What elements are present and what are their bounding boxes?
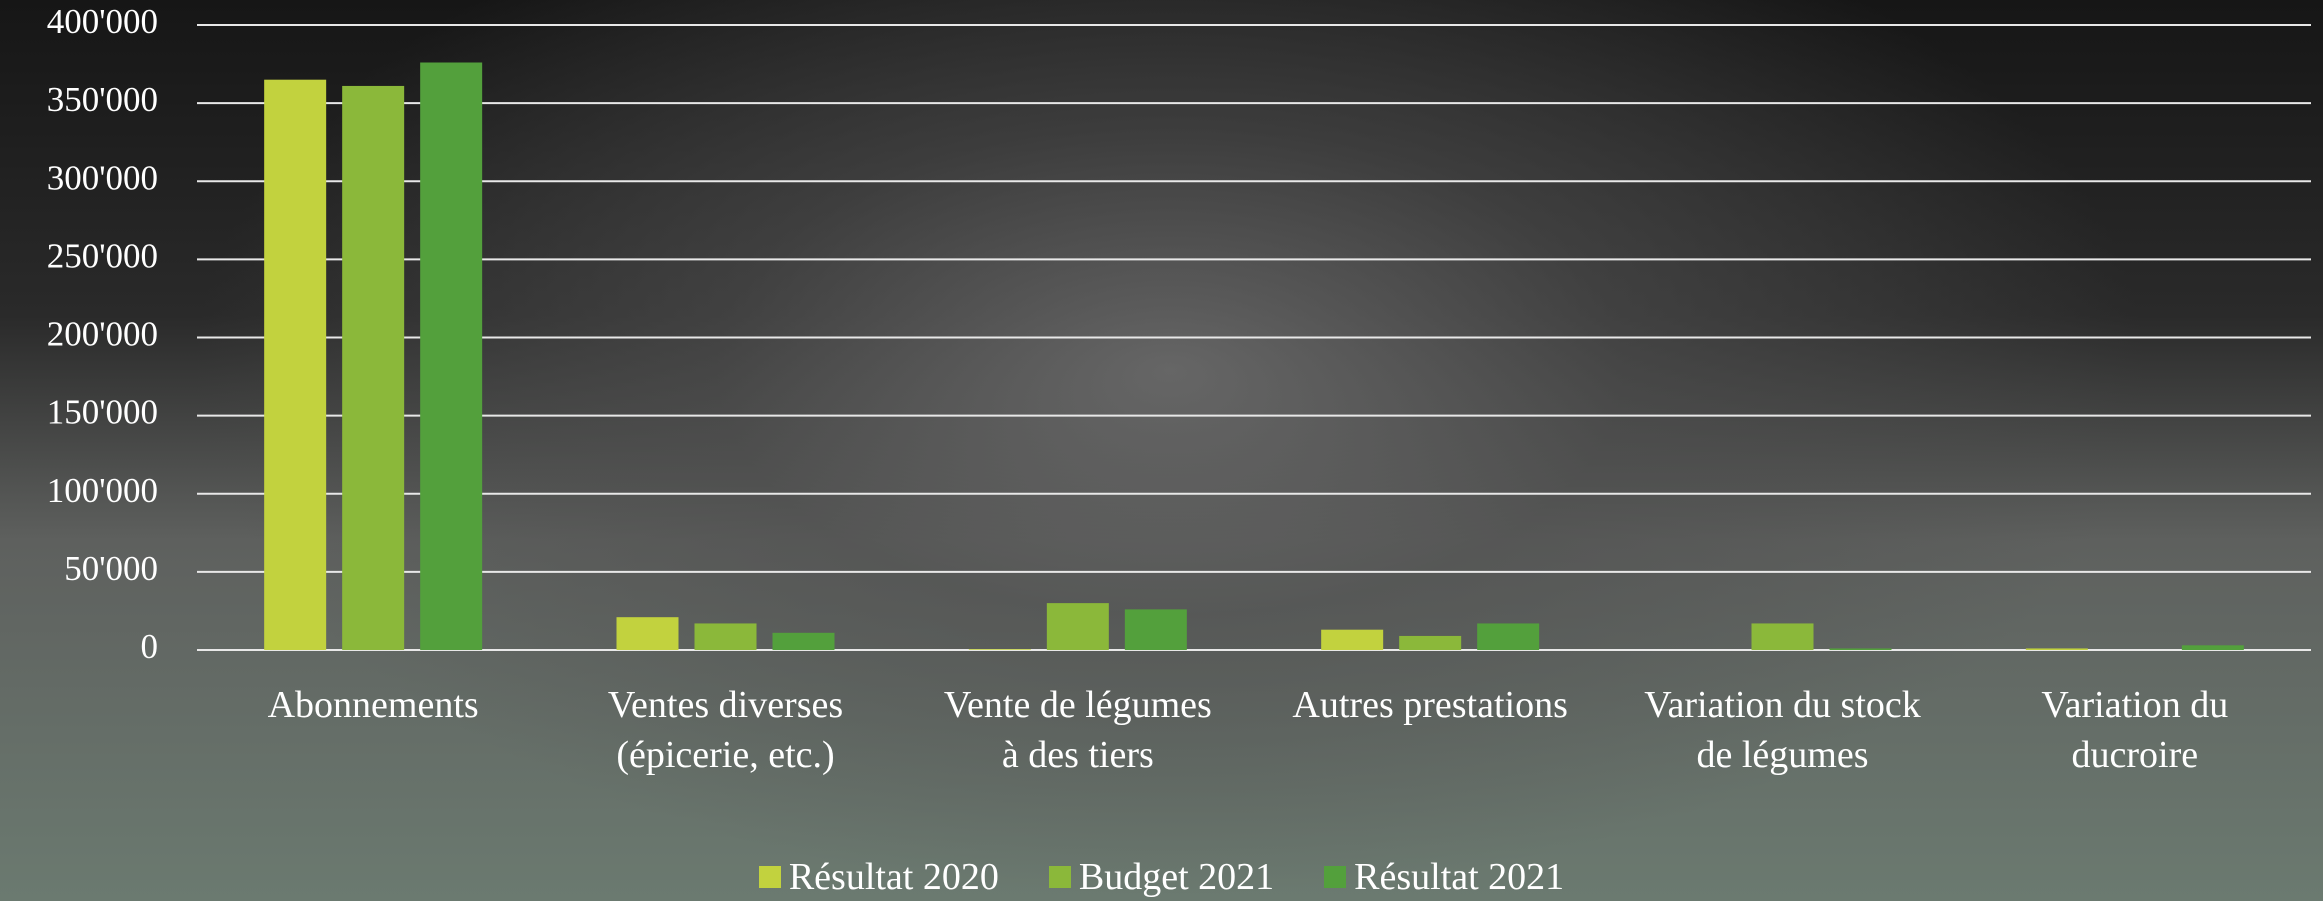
- x-tick-label: Ventes diverses (épicerie, etc.): [607, 684, 844, 776]
- legend-swatch: [758, 866, 781, 888]
- legend-item: Résultat 2020: [758, 855, 999, 899]
- bar: [1477, 623, 1540, 650]
- legend-item: Budget 2021: [1048, 855, 1275, 899]
- legend-label: Budget 2021: [1078, 856, 1275, 898]
- y-tick-label: 300'000: [47, 158, 158, 197]
- bar: [1321, 629, 1384, 650]
- x-tick-label: Variation du stock de légumes: [1644, 684, 1921, 776]
- y-tick-label: 0: [141, 627, 159, 666]
- bar: [420, 62, 483, 650]
- x-tick-label: Vente de légumes à des tiers: [943, 684, 1212, 776]
- bar: [2181, 645, 2244, 650]
- y-tick-label: 50'000: [64, 549, 158, 588]
- legend-item: Résultat 2021: [1324, 855, 1564, 899]
- bar: [772, 632, 835, 650]
- bar: [1829, 648, 1892, 650]
- y-tick-label: 400'000: [47, 2, 158, 41]
- bar: [616, 617, 679, 650]
- bar: [1046, 603, 1109, 650]
- y-tick-label: 350'000: [47, 80, 158, 119]
- y-tick-label: 100'000: [47, 471, 158, 510]
- y-tick-label: 200'000: [47, 315, 158, 354]
- legend-label: Résultat 2021: [1354, 856, 1565, 898]
- legend-swatch: [1048, 866, 1071, 888]
- bar: [1124, 609, 1187, 650]
- x-tick-label: Autres prestations: [1292, 684, 1568, 726]
- y-tick-label: 150'000: [47, 393, 158, 432]
- legend: Résultat 2020 Budget 2021 Résultat 2021: [0, 855, 2323, 899]
- bar: [342, 85, 405, 650]
- bar: [2025, 648, 2088, 650]
- x-tick-label: Abonnements: [267, 684, 479, 726]
- legend-swatch: [1324, 866, 1347, 888]
- x-tick-label: Variation du ducroire: [2041, 684, 2229, 776]
- y-tick-label: 250'000: [47, 236, 158, 275]
- bar: [1751, 623, 1814, 650]
- bar: [968, 649, 1031, 650]
- bar: [694, 623, 757, 650]
- legend-label: Résultat 2020: [788, 856, 999, 898]
- bar: [1399, 635, 1462, 650]
- bar: [264, 79, 327, 650]
